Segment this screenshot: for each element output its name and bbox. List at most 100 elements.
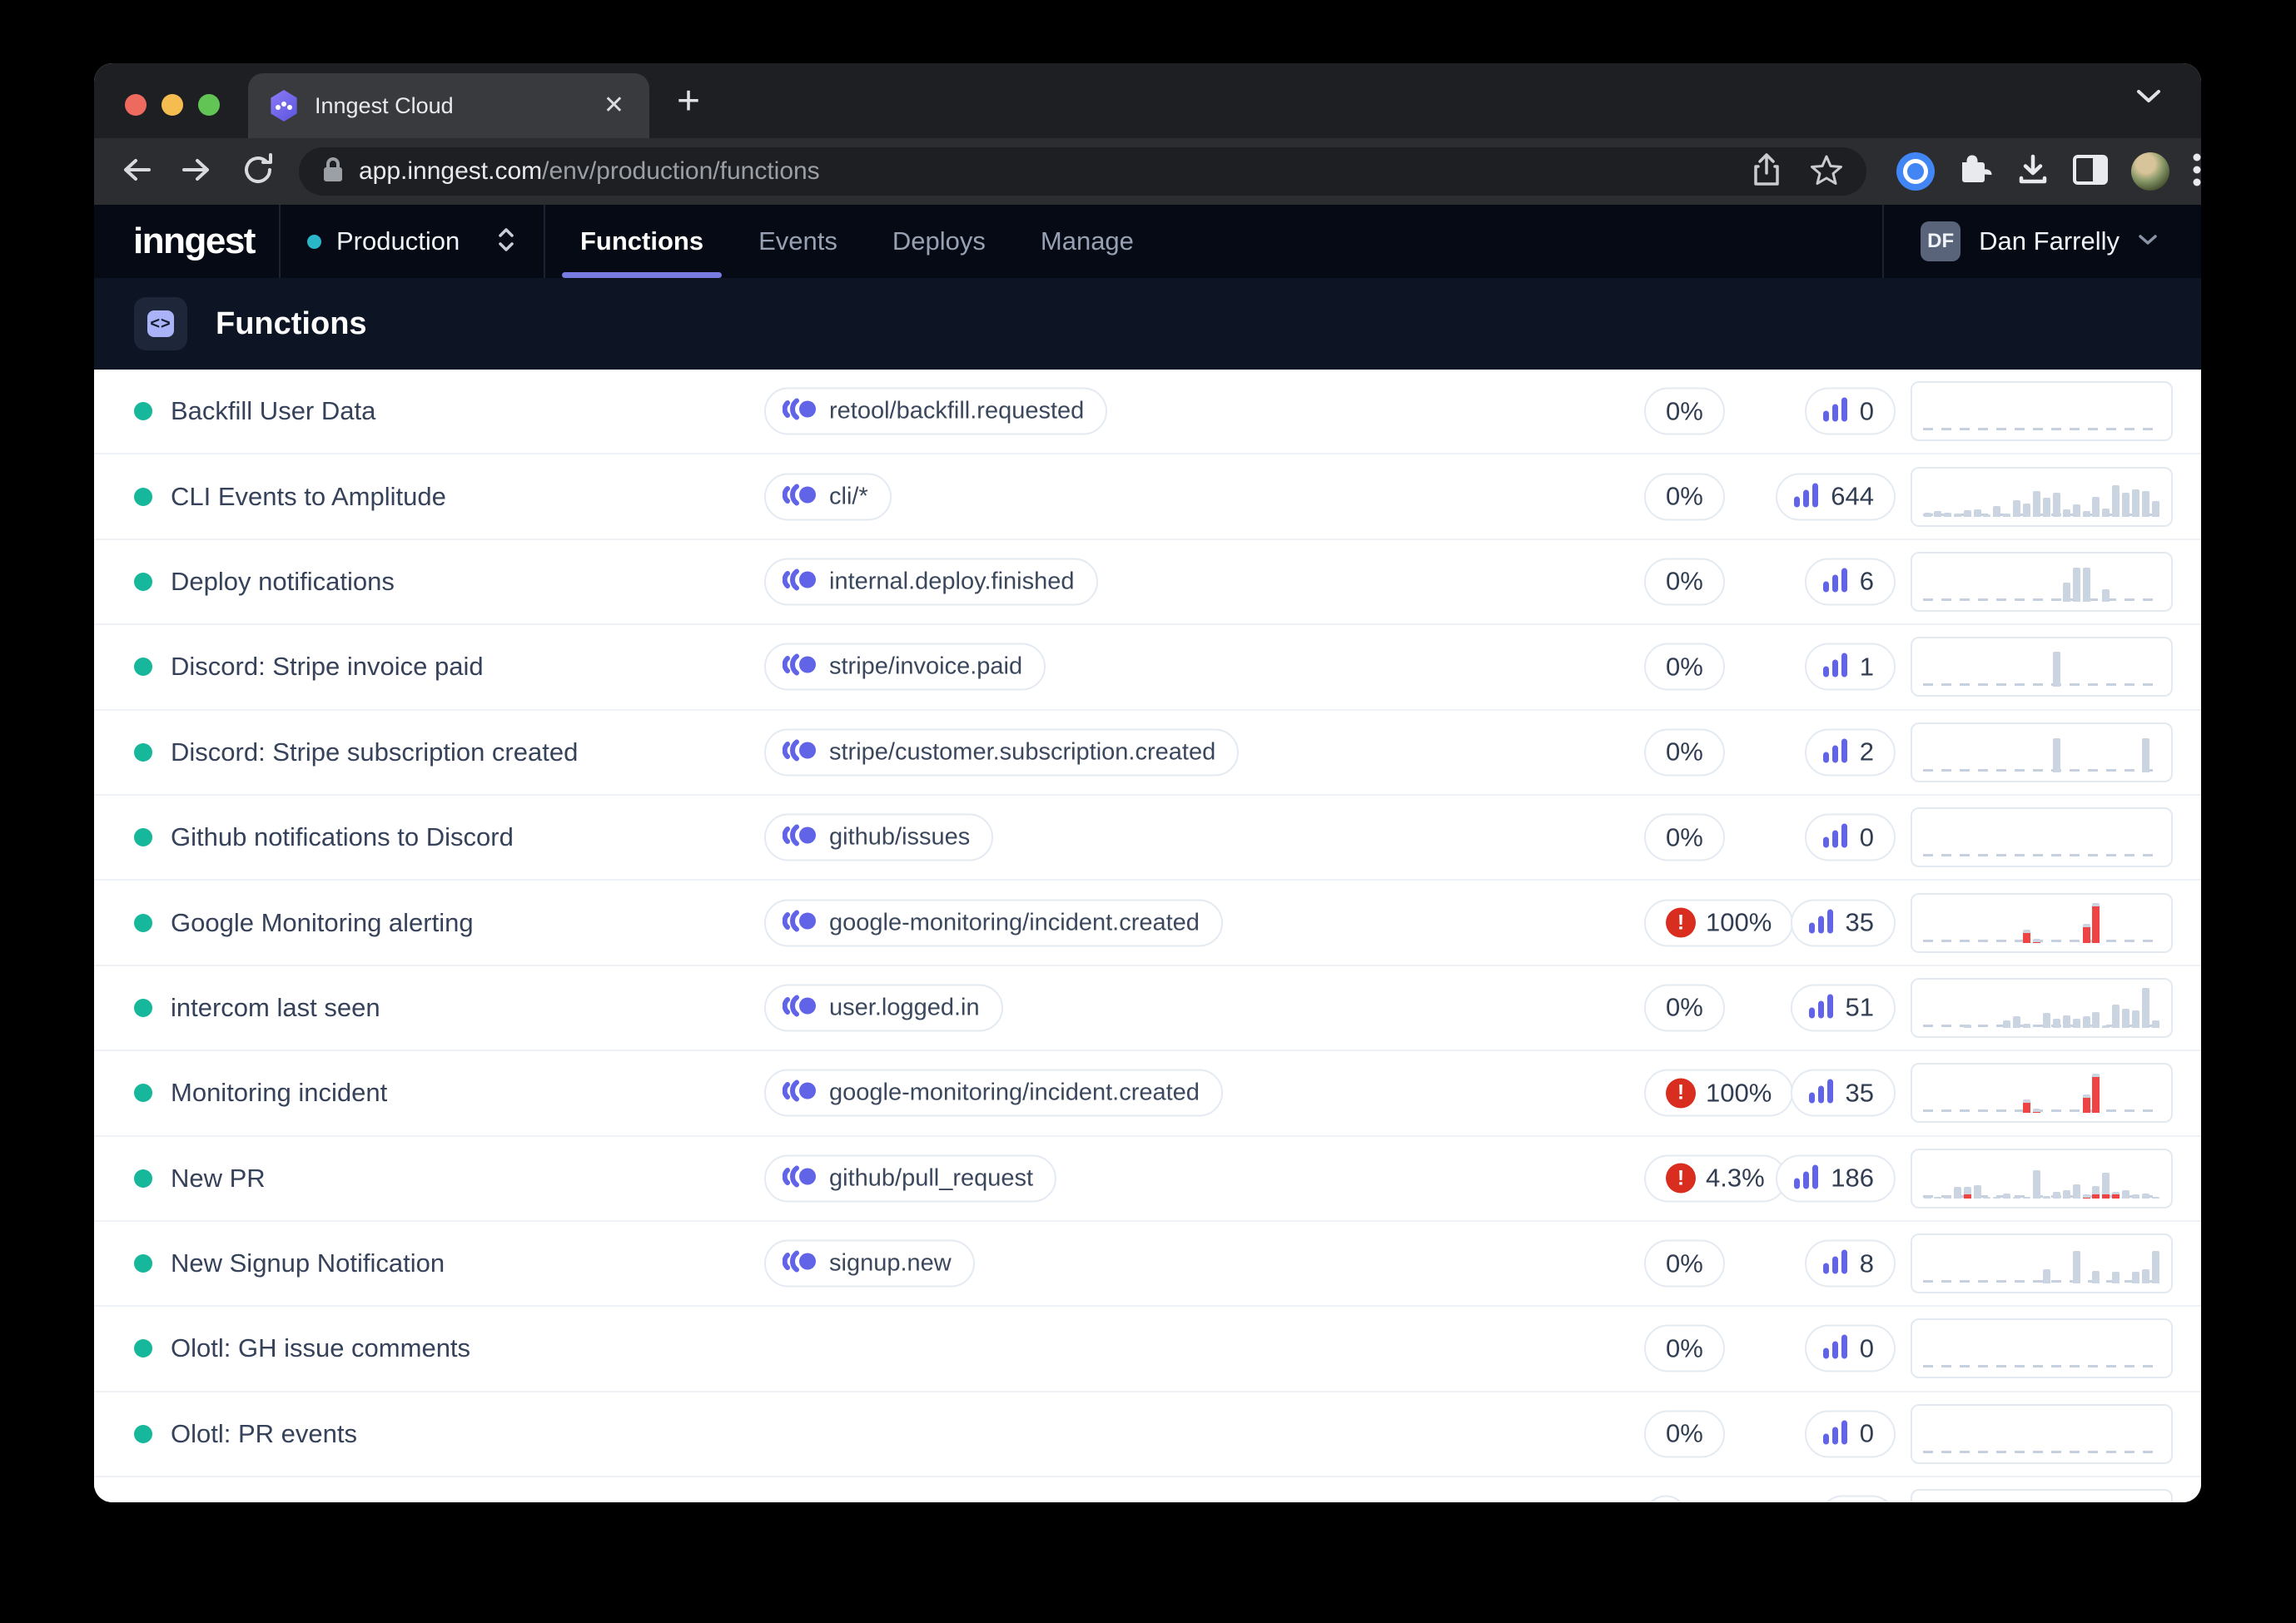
- run-count-badge: 8: [1804, 1239, 1896, 1288]
- tab-close-icon[interactable]: ✕: [603, 92, 624, 119]
- download-icon[interactable]: [2016, 153, 2050, 191]
- function-row[interactable]: Github notifications to Discord github/i…: [94, 795, 2201, 881]
- browser-tab[interactable]: Inngest Cloud ✕: [248, 73, 649, 138]
- sparkline-chart: [1911, 807, 2173, 868]
- function-row[interactable]: Backfill User Data retool/backfill.reque…: [94, 370, 2201, 455]
- failure-rate-value: 0%: [1666, 822, 1703, 852]
- back-button[interactable]: [117, 153, 154, 191]
- bar-chart-icon: [1808, 908, 1834, 937]
- failure-rate-value: 0%: [1666, 737, 1703, 767]
- failure-rate-badge: ! 100%: [1644, 899, 1794, 947]
- minimize-window-button[interactable]: [162, 94, 183, 116]
- sparkline-chart: [1911, 637, 2173, 697]
- function-row[interactable]: New PR github/pull_request ! 4.3% 186: [94, 1136, 2201, 1222]
- event-badge[interactable]: google-monitoring/incident.created: [764, 1069, 1223, 1117]
- run-count-badge: 1: [1804, 643, 1896, 691]
- function-name: Olotl: GH issue comments: [171, 1333, 471, 1363]
- traffic-lights: [125, 94, 220, 116]
- event-badge[interactable]: user.logged.in: [764, 984, 1003, 1032]
- onepassword-extension-icon[interactable]: [1896, 152, 1935, 191]
- url-text: app.inngest.com/env/production/functions: [359, 157, 1753, 186]
- event-trigger-icon: [782, 737, 818, 767]
- function-row[interactable]: CLI Events to Amplitude cli/* 0% 644: [94, 454, 2201, 540]
- sparkline-chart: [1911, 381, 2173, 442]
- function-status-dot: [134, 1424, 152, 1443]
- sparkline-chart: [1911, 1489, 2173, 1502]
- event-badge[interactable]: internal.deploy.finished: [764, 558, 1098, 606]
- bookmark-star-icon[interactable]: [1810, 154, 1843, 190]
- bar-chart-icon: [1822, 1419, 1848, 1448]
- bar-chart-icon: [1822, 567, 1848, 596]
- sparkline-chart: [1911, 1403, 2173, 1464]
- function-row[interactable]: New Signup Notification signup.new 0% 8: [94, 1221, 2201, 1308]
- function-row[interactable]: Discord: Stripe subscription created str…: [94, 710, 2201, 796]
- function-name: Olotl: PR events: [171, 1418, 357, 1448]
- sparkline-baseline: [1923, 768, 2160, 772]
- failure-rate-badge: 0%: [1644, 813, 1725, 861]
- event-badge[interactable]: github/pull_request: [764, 1154, 1057, 1203]
- side-panel-icon[interactable]: [2073, 154, 2108, 189]
- function-row[interactable]: Discord: Stripe invoice paid stripe/invo…: [94, 625, 2201, 711]
- function-row[interactable]: Olotl: GH issue comments 0% 0: [94, 1307, 2201, 1392]
- share-icon[interactable]: [1753, 152, 1780, 191]
- reload-button[interactable]: [241, 152, 276, 191]
- bar-chart-icon: [1808, 993, 1834, 1022]
- failure-rate-badge: 0%: [1644, 1324, 1725, 1372]
- environment-label: Production: [336, 226, 460, 256]
- event-trigger-icon: [782, 1164, 818, 1193]
- zoom-window-button[interactable]: [198, 94, 220, 116]
- environment-selector[interactable]: Production: [281, 205, 545, 278]
- function-status-dot: [134, 658, 152, 677]
- run-count-badge: 0: [1804, 813, 1896, 861]
- function-name: Monitoring incident: [171, 1078, 388, 1108]
- failure-rate-value: 0%: [1666, 481, 1703, 511]
- extensions-puzzle-icon[interactable]: [1958, 152, 1993, 191]
- run-count-badge: 35: [1790, 899, 1896, 947]
- event-badge[interactable]: retool/backfill.requested: [764, 387, 1108, 435]
- close-window-button[interactable]: [125, 94, 147, 116]
- function-row[interactable]: intercom last seen user.logged.in 0% 51: [94, 965, 2201, 1052]
- function-row[interactable]: Monitoring incident google-monitoring/in…: [94, 1051, 2201, 1137]
- lock-icon: [322, 156, 344, 187]
- run-count-value: 8: [1859, 1248, 1874, 1278]
- event-badge[interactable]: stripe/invoice.paid: [764, 643, 1046, 691]
- event-badge[interactable]: stripe/customer.subscription.created: [764, 728, 1240, 777]
- event-name: github/issues: [829, 823, 971, 851]
- url-bar[interactable]: app.inngest.com/env/production/functions: [299, 147, 1866, 196]
- function-name: CLI Events to Amplitude: [171, 481, 446, 511]
- event-badge[interactable]: signup.new: [764, 1239, 975, 1288]
- browser-profile-avatar[interactable]: [2131, 152, 2169, 191]
- event-name: retool/backfill.requested: [829, 397, 1085, 424]
- function-name: Google Monitoring alerting: [171, 907, 474, 937]
- function-status-dot: [134, 913, 152, 932]
- failure-rate-value: 100%: [1706, 1078, 1772, 1108]
- nav-tab-functions[interactable]: Functions: [561, 205, 723, 278]
- failure-rate-value: 0%: [1666, 1333, 1703, 1363]
- failure-rate-badge: 0%: [1644, 558, 1725, 606]
- user-menu[interactable]: DF Dan Farrelly: [1882, 205, 2201, 278]
- browser-toolbar: app.inngest.com/env/production/functions: [94, 138, 2201, 205]
- function-row[interactable]: [94, 1477, 2201, 1502]
- function-row[interactable]: Olotl: PR events 0% 0: [94, 1392, 2201, 1478]
- event-badge[interactable]: google-monitoring/incident.created: [764, 899, 1223, 947]
- function-row[interactable]: Google Monitoring alerting google-monito…: [94, 881, 2201, 966]
- new-tab-button[interactable]: +: [677, 79, 701, 123]
- nav-tab-events[interactable]: Events: [758, 226, 837, 256]
- forward-button[interactable]: [179, 153, 216, 191]
- failure-rate-value: 0%: [1666, 1418, 1703, 1448]
- error-icon: !: [1666, 1078, 1696, 1109]
- browser-menu-icon[interactable]: [2193, 152, 2201, 191]
- event-trigger-icon: [782, 1249, 818, 1278]
- nav-tab-deploys[interactable]: Deploys: [892, 226, 986, 256]
- app-nav: inngest Production Functions Events Depl…: [94, 205, 2201, 278]
- tab-search-chevron-icon[interactable]: [2134, 88, 2163, 109]
- sparkline-baseline: [1923, 683, 2160, 687]
- event-badge[interactable]: github/issues: [764, 813, 994, 861]
- run-count-value: 0: [1859, 396, 1874, 426]
- event-badge[interactable]: cli/*: [764, 473, 892, 521]
- event-trigger-icon: [782, 993, 818, 1022]
- nav-tab-manage[interactable]: Manage: [1040, 226, 1134, 256]
- sparkline-chart: [1911, 1233, 2173, 1294]
- function-row[interactable]: Deploy notifications internal.deploy.fin…: [94, 539, 2201, 626]
- nav-tabs: Functions Events Deploys Manage: [561, 205, 1134, 278]
